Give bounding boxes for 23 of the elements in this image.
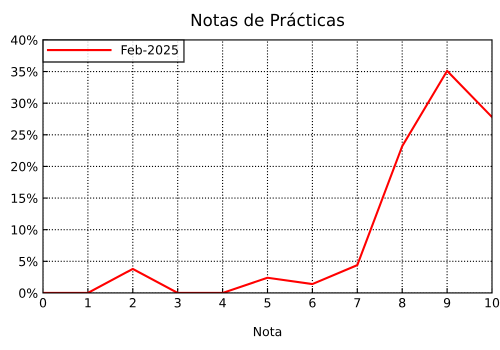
x-tick-label: 10	[485, 298, 500, 308]
y-tick-label: 15%	[12, 194, 38, 203]
x-tick-label: 3	[174, 298, 181, 308]
chart-title: Notas de Prácticas	[192, 12, 344, 26]
legend-label: Feb-2025	[122, 44, 178, 55]
y-tick-label: 35%	[11, 67, 38, 76]
x-tick-label: 7	[354, 298, 360, 308]
x-axis-title: Nota	[254, 326, 282, 336]
x-tick-label: 6	[309, 298, 316, 308]
x-tick-label: 5	[264, 298, 270, 308]
x-tick-label: 9	[444, 298, 450, 308]
y-tick-label: 25%	[11, 130, 38, 140]
y-tick-label: 0%	[19, 288, 38, 298]
y-tick-label: 40%	[10, 35, 38, 45]
x-tick-label: 4	[219, 298, 226, 308]
y-tick-label: 30%	[11, 98, 38, 108]
x-tick-label: 8	[399, 298, 406, 308]
y-tick-label: 5%	[19, 256, 38, 266]
y-tick-label: 20%	[11, 162, 38, 172]
x-tick-label: 0	[40, 298, 46, 308]
x-tick-label: 2	[130, 298, 136, 308]
x-tick-label: 1	[85, 298, 91, 308]
y-tick-label: 10%	[12, 225, 38, 235]
